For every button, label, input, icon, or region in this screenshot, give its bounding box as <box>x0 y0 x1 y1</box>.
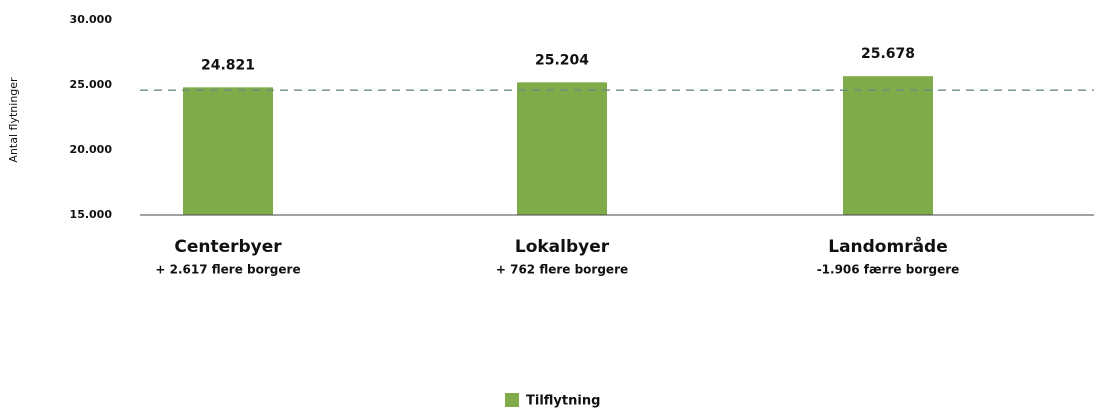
y-tick-label: 15.000 <box>70 208 113 221</box>
y-tick-label: 30.000 <box>70 13 113 26</box>
category-label: Centerbyer <box>174 237 282 257</box>
bar <box>183 87 273 215</box>
category-note: + 2.617 flere borgere <box>155 263 300 277</box>
value-label: 25.678 <box>861 46 915 62</box>
value-label: 24.821 <box>201 57 255 73</box>
category-note: -1.906 færre borgere <box>817 263 960 277</box>
y-axis-label: Antal flytninger <box>7 77 20 163</box>
bar <box>843 76 933 215</box>
legend-label: Tilflytning <box>526 394 600 409</box>
legend-swatch <box>505 393 519 407</box>
bar <box>517 82 607 216</box>
category-note: + 762 flere borgere <box>496 263 628 277</box>
y-tick-label: 20.000 <box>70 143 113 156</box>
y-tick-label: 25.000 <box>70 78 113 91</box>
category-label: Landområde <box>828 235 948 257</box>
value-label: 25.204 <box>535 52 589 68</box>
category-label: Lokalbyer <box>515 237 610 257</box>
